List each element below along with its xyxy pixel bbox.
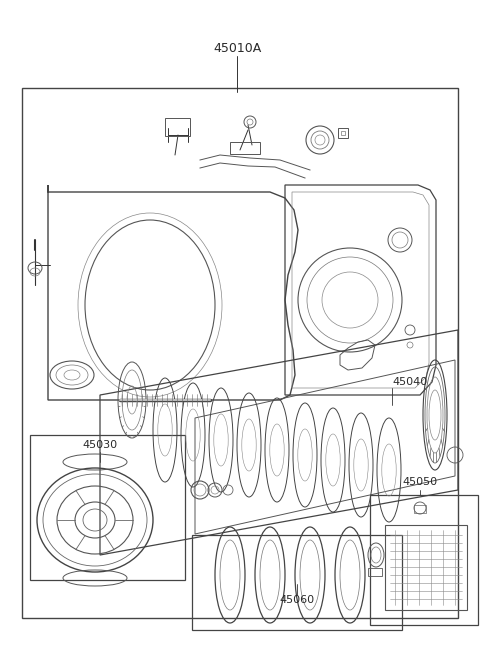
Text: 45050: 45050	[402, 477, 438, 487]
Text: 45010A: 45010A	[213, 41, 261, 54]
Bar	[165, 118, 190, 136]
Bar	[30, 435, 185, 580]
Text: 45030: 45030	[83, 440, 118, 450]
Bar	[341, 131, 345, 135]
Text: 45040: 45040	[392, 377, 427, 387]
Bar	[368, 568, 382, 576]
Bar	[385, 525, 467, 610]
Bar	[230, 142, 260, 154]
Text: 45060: 45060	[279, 595, 314, 605]
Bar	[414, 505, 426, 513]
Bar	[22, 88, 458, 618]
Bar	[192, 535, 402, 630]
Bar	[338, 128, 348, 138]
Bar	[370, 495, 478, 625]
